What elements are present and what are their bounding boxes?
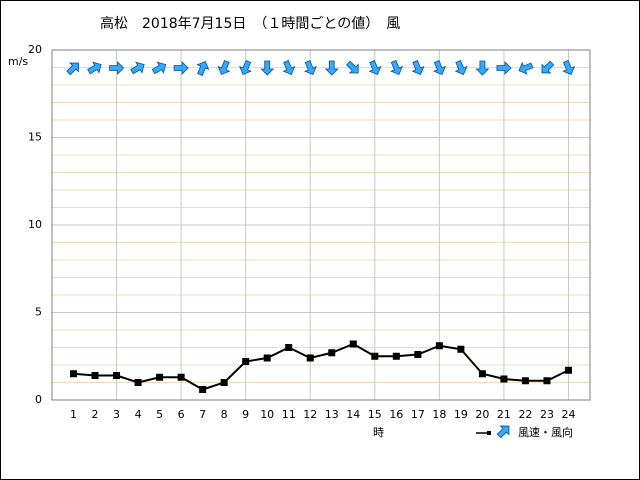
point [199,386,207,393]
point [478,370,486,378]
x-tick-label: 16 [389,408,403,421]
legend-arrow [496,425,510,439]
point [263,354,271,362]
point [564,366,572,374]
x-tick-label: 6 [178,408,185,421]
y-tick-label: 10 [28,218,42,231]
x-tick-label: 13 [325,408,339,421]
wind-arrow [541,60,555,74]
wind-arrow [304,60,317,75]
x-axis-label: 時 [373,426,384,439]
x-tick-label: 4 [135,408,142,421]
x-tick-label: 21 [497,408,511,421]
wind-arrow [109,61,125,75]
line [73,342,569,391]
wind-arrow [390,60,403,75]
point [285,344,293,351]
point [306,354,314,362]
x-tick-label: 15 [368,408,382,421]
wind-arrow [496,61,512,75]
wind-arrow [562,60,576,75]
x-tick-label: 23 [540,408,554,421]
legend-label: 風速・風向 [518,425,573,439]
wind-arrow [324,60,339,76]
wind-arrow [368,60,382,75]
plot-border [51,49,591,401]
x-tick-label: 2 [92,408,99,421]
x-tick-label: 24 [561,408,575,421]
point [242,358,250,365]
wind-arrow [282,60,296,75]
wind-arrow [217,60,231,75]
wind-arrow [454,60,468,75]
wind-arrow [239,60,252,75]
point [220,379,228,386]
x-tick-label: 14 [346,408,360,421]
wind-arrow [173,61,189,75]
x-tick-label: 20 [475,408,489,421]
point [349,340,357,348]
point [70,370,78,378]
x-tick-label: 18 [432,408,446,421]
x-tick-label: 7 [199,408,206,421]
chart-title: 高松 2018年7月15日 （１時間ごとの値） 風 [100,15,400,32]
wind-arrow [433,60,447,75]
point [91,372,99,379]
wind-arrow [475,60,490,76]
point [500,375,508,383]
y-tick-label: 15 [28,131,42,144]
wind-arrow [411,60,425,75]
y-tick-label: 5 [35,306,42,319]
x-tick-label: 5 [156,408,163,421]
point [177,373,185,381]
x-tick-label: 17 [411,408,425,421]
x-tick-label: 19 [454,408,468,421]
legend-marker [487,431,491,435]
x-tick-label: 12 [303,408,317,421]
point [328,349,336,357]
x-tick-label: 9 [242,408,249,421]
y-tick-label: 0 [35,393,42,406]
point [392,352,400,360]
x-tick-label: 1 [70,408,77,421]
x-tick-label: 11 [282,408,296,421]
x-tick-label: 10 [260,408,274,421]
point [543,377,551,385]
point [156,373,164,381]
point [457,345,465,353]
point [414,351,422,358]
x-tick-label: 3 [113,408,120,421]
wind-arrow [518,61,534,75]
point [371,352,379,360]
wind-arrow [260,60,275,76]
wind-arrow [345,60,359,74]
wind-arrow [196,61,210,76]
y-axis-label: m/s [8,55,28,68]
x-tick-label: 22 [518,408,532,421]
point [435,342,443,350]
wind-arrow [151,61,167,75]
point [113,372,121,379]
wind-arrow [66,62,79,76]
wind-arrow [130,61,145,75]
y-tick-label: 20 [28,43,42,56]
point [134,379,142,386]
x-tick-label: 8 [221,408,228,421]
wind-arrow [87,61,102,75]
point [521,377,529,385]
